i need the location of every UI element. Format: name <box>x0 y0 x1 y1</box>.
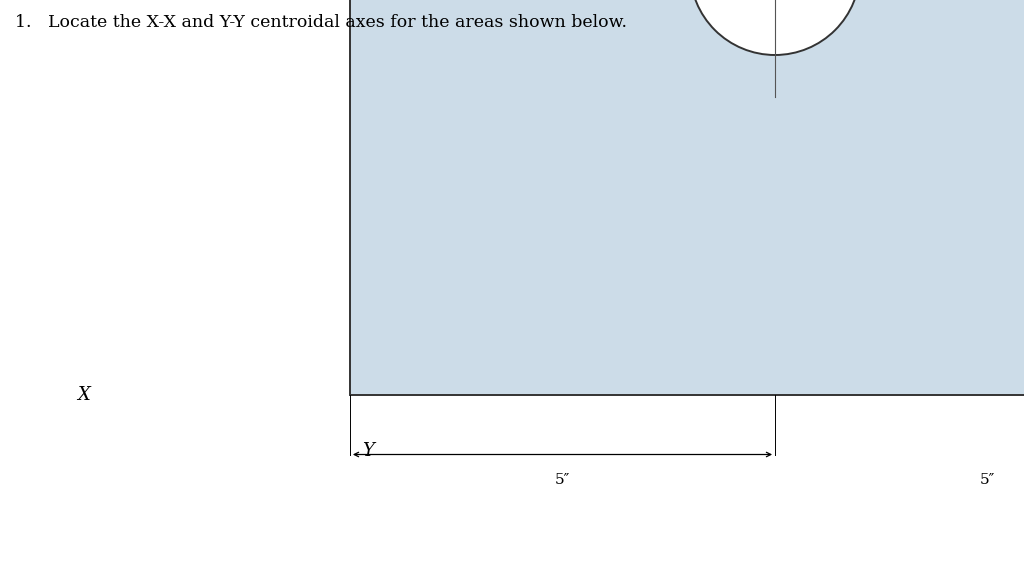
Text: X: X <box>77 386 90 404</box>
Text: 5″: 5″ <box>980 473 995 486</box>
Polygon shape <box>350 0 1024 395</box>
Text: 5″: 5″ <box>555 473 570 486</box>
Text: 1.   Locate the X-X and Y-Y centroidal axes for the areas shown below.: 1. Locate the X-X and Y-Y centroidal axe… <box>15 14 628 32</box>
Text: Y: Y <box>362 443 374 461</box>
Circle shape <box>690 0 860 55</box>
